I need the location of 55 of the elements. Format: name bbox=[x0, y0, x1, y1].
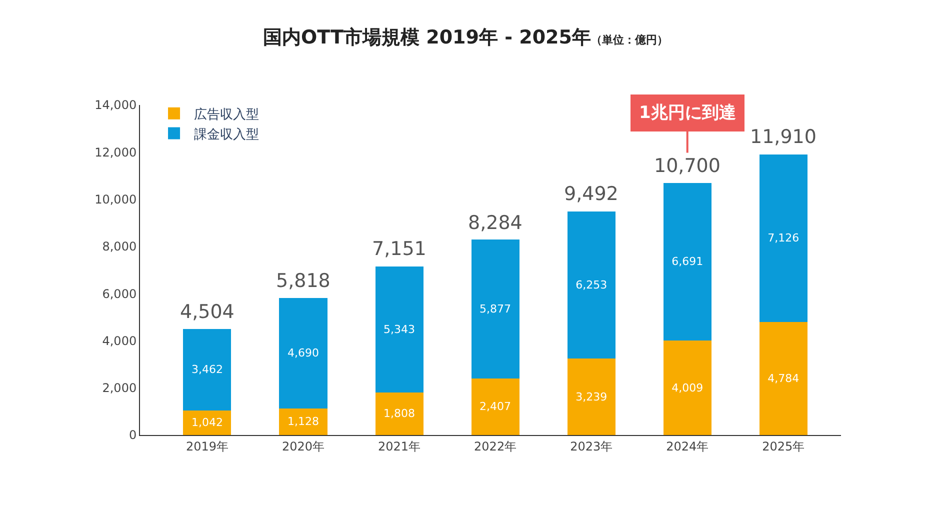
data-label: 6,691 bbox=[672, 255, 704, 268]
total-label: 4,504 bbox=[180, 301, 234, 323]
y-tick-label: 0 bbox=[128, 428, 137, 442]
data-label: 5,877 bbox=[480, 302, 512, 316]
data-label: 7,126 bbox=[768, 232, 800, 245]
bar bbox=[663, 340, 712, 435]
y-tick-label: 12,000 bbox=[94, 145, 137, 160]
y-tick-label: 4,000 bbox=[102, 334, 137, 348]
bar bbox=[183, 328, 232, 410]
y-tick-label: 10,000 bbox=[94, 192, 137, 206]
legend-label: 広告収入型 bbox=[194, 106, 260, 122]
total-label: 11,910 bbox=[750, 126, 816, 148]
total-label: 8,284 bbox=[468, 212, 522, 234]
data-label: 3,239 bbox=[576, 390, 608, 404]
data-label: 1,808 bbox=[384, 407, 416, 420]
data-label: 4,009 bbox=[672, 381, 704, 394]
legend-label: 課金収入型 bbox=[194, 127, 260, 142]
bar bbox=[183, 410, 232, 435]
y-tick-label: 8,000 bbox=[102, 240, 137, 254]
total-label: 9,492 bbox=[564, 183, 618, 205]
bar bbox=[663, 182, 712, 340]
x-tick-label: 2024年 bbox=[666, 439, 709, 454]
data-label: 5,343 bbox=[384, 322, 416, 336]
bar bbox=[471, 240, 520, 378]
data-label: 4,690 bbox=[287, 346, 319, 360]
total-label: 5,818 bbox=[276, 270, 330, 292]
x-tick-label: 2025年 bbox=[762, 439, 805, 454]
total-label: 7,151 bbox=[372, 238, 426, 260]
bar bbox=[759, 154, 808, 322]
chart-subtitle: （単位：億円） bbox=[591, 34, 668, 47]
bar bbox=[279, 298, 328, 408]
data-label: 6,253 bbox=[576, 278, 608, 292]
chart-title: 国内OTT市場規模 2019年 - 2025年 bbox=[262, 26, 592, 49]
bar bbox=[375, 266, 424, 392]
x-tick-label: 2020年 bbox=[282, 439, 325, 454]
data-label: 2,407 bbox=[480, 400, 512, 414]
data-label: 1,128 bbox=[287, 415, 319, 428]
bar bbox=[759, 322, 808, 435]
bar bbox=[471, 378, 520, 435]
bar bbox=[567, 211, 616, 359]
data-label: 1,042 bbox=[191, 416, 223, 430]
x-tick-label: 2023年 bbox=[570, 439, 613, 454]
x-tick-label: 2019年 bbox=[186, 439, 228, 454]
y-tick-label: 2,000 bbox=[102, 381, 137, 396]
y-tick-label: 14,000 bbox=[94, 98, 137, 112]
bar bbox=[567, 358, 616, 435]
x-tick-label: 2022年 bbox=[474, 439, 517, 454]
bar bbox=[375, 392, 424, 435]
total-label: 10,700 bbox=[654, 155, 720, 177]
data-label: 4,784 bbox=[768, 372, 800, 386]
annotation: 1兆円に到達 bbox=[639, 103, 736, 123]
data-label: 3,462 bbox=[191, 363, 223, 376]
bar bbox=[279, 408, 328, 435]
x-tick-label: 2021年 bbox=[378, 439, 421, 454]
y-tick-label: 6,000 bbox=[102, 286, 137, 301]
